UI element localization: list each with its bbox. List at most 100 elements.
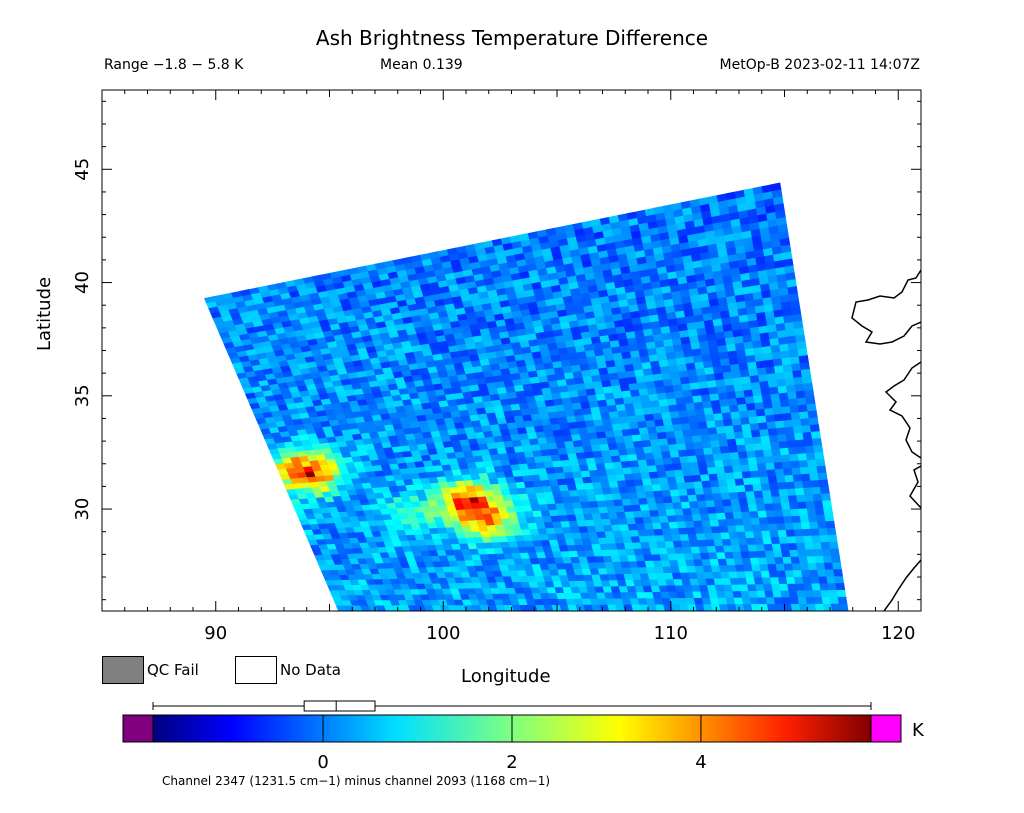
swath-pixel [721, 452, 732, 461]
swath-pixel [813, 500, 824, 509]
swath-pixel [734, 478, 745, 487]
swath-pixel [808, 417, 819, 426]
swath-pixel [797, 453, 808, 462]
swath-pixel [767, 476, 778, 485]
colorbar-boxplot [152, 700, 872, 712]
swath-pixel [773, 461, 784, 471]
colorbar-tick-label: 2 [506, 752, 517, 770]
swath-pixel [779, 399, 791, 408]
no-data-swatch [235, 656, 277, 684]
swath-pixel [734, 518, 745, 527]
swath-pixel [625, 409, 637, 418]
swath-pixel [618, 416, 630, 425]
swath-pixel [815, 562, 826, 571]
channel-footnote: Channel 2347 (1231.5 cm−1) minus channel… [162, 774, 551, 788]
swath-pixel [763, 543, 774, 552]
swath-pixel [785, 433, 796, 442]
swath-pixel [731, 417, 742, 427]
swath-pixel [737, 538, 749, 546]
swath-pixel [799, 411, 810, 420]
swath-pixel [797, 404, 809, 413]
swath-pixel [762, 537, 773, 545]
swath-pixel [710, 526, 722, 534]
swath-pixel [765, 510, 776, 518]
swath-pixel [792, 369, 803, 379]
swath-pixel [738, 410, 750, 419]
swath-pixel [761, 490, 773, 498]
swath-pixel [766, 516, 777, 525]
swath-pixel [757, 510, 768, 519]
swath-pixel [792, 474, 803, 483]
swath-pixel [649, 400, 661, 409]
swath-pixel [757, 463, 768, 472]
coastline-north [851, 269, 921, 345]
swath-pixel [812, 493, 823, 502]
swath-pixel [702, 400, 713, 410]
swath-pixel [766, 421, 777, 430]
swath-pixel [752, 483, 763, 492]
swath-pixel [795, 583, 806, 592]
swath-pixel [707, 467, 718, 475]
box-iqr [303, 700, 376, 712]
swath-pixel [711, 446, 722, 455]
swath-pixel [695, 494, 707, 502]
swath-pixel [761, 442, 772, 451]
swath-pixel [749, 423, 760, 432]
swath-pixel [776, 475, 787, 484]
swath-pixel [659, 405, 671, 414]
swath-pixel [676, 443, 687, 452]
coastline-east [884, 361, 921, 459]
swath-pixel [706, 420, 717, 429]
swath-pixel [785, 481, 796, 490]
range-stat: Range −1.8 − 5.8 K [104, 57, 244, 73]
swath-pixel [773, 550, 784, 558]
swath-pixel [722, 371, 734, 380]
swath-pixel [766, 373, 778, 382]
swath-pixel [730, 411, 741, 420]
swath-pixel [808, 569, 819, 578]
swath-pixel [693, 481, 704, 490]
swath-pixel [788, 398, 799, 407]
swath-pixel [753, 443, 764, 452]
swath-pixel [747, 409, 758, 418]
swath-pixel [787, 391, 798, 400]
swath-pixel [811, 486, 822, 495]
swath-pixel [833, 569, 844, 577]
swath-pixel [778, 392, 789, 401]
swath-pixel [772, 502, 783, 511]
swath-pixel [760, 483, 771, 492]
swath-pixel [815, 458, 826, 467]
swath-pixel [783, 371, 795, 380]
swath-pixel [773, 509, 784, 518]
swath-pixel [772, 358, 784, 367]
swath-pixel [704, 454, 715, 462]
swath-pixel [776, 570, 787, 578]
swath-pixel [755, 544, 766, 552]
swath-pixel [766, 604, 777, 611]
swath-pixel [725, 558, 736, 566]
swath-pixel [803, 382, 814, 392]
swath-pixel [780, 590, 791, 599]
swath-pixel [730, 458, 742, 467]
swath-pixel [655, 425, 667, 434]
swath-pixel [703, 447, 714, 456]
swath-pixel [704, 413, 716, 423]
swath-pixel [749, 557, 761, 566]
swath-pixel [735, 437, 746, 446]
swath-pixel [701, 480, 712, 489]
swath-pixel [738, 498, 749, 506]
swath-pixel [758, 517, 769, 525]
swath-pixel [611, 423, 623, 432]
swath-pixel [819, 486, 830, 495]
swath-pixel [710, 440, 721, 449]
swath-pixel [767, 563, 778, 572]
swath-pixel [784, 474, 795, 483]
swath-pixel [709, 519, 720, 528]
colorbar-unit: K [912, 720, 924, 741]
swath-pixel [837, 596, 848, 605]
swath-pixel [683, 396, 695, 405]
swath-pixel [743, 524, 754, 533]
swath-pixel [732, 511, 743, 520]
swath-pixel [734, 431, 745, 440]
y-tick-label: 35 [72, 384, 93, 407]
